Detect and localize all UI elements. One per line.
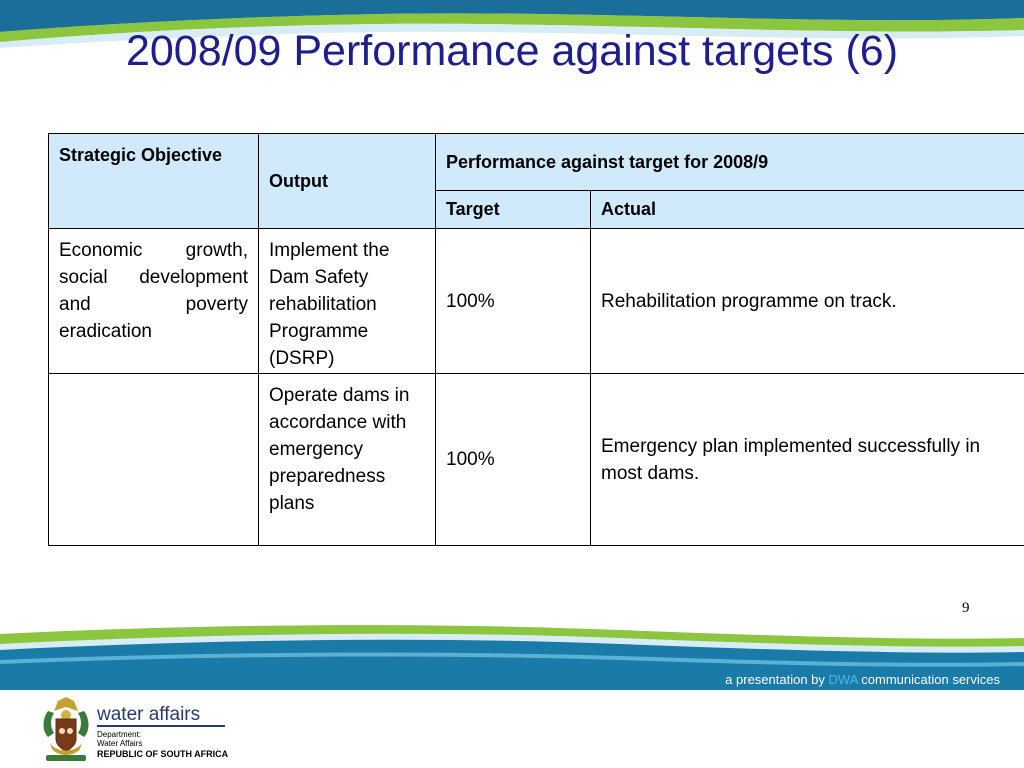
header-target: Target [435, 190, 591, 229]
logo-name: water affairs [97, 705, 225, 727]
cell-objective [48, 373, 259, 546]
bottom-wave-decoration [0, 625, 1024, 690]
table-row: Operate dams in accordance with emergenc… [48, 373, 1024, 546]
header-actual: Actual [589, 190, 1024, 229]
cell-target: 100% [435, 373, 591, 546]
credit-suffix: communication services [857, 672, 1000, 687]
page-number: 9 [962, 600, 970, 616]
cell-output: Operate dams in accordance with emergenc… [258, 373, 436, 546]
coat-of-arms-icon [43, 697, 89, 761]
header-output: Output [258, 133, 436, 229]
cell-actual: Emergency plan implemented successfully … [589, 373, 1024, 546]
cell-target: 100% [435, 228, 591, 374]
performance-table: Strategic Objective Output Performance a… [48, 133, 1024, 546]
cell-objective: Economic growth, social development and … [48, 228, 259, 374]
credit-brand: DWA [828, 672, 858, 687]
department-label: Department: Water Affairs [97, 730, 142, 748]
header-performance: Performance against target for 2008/9 [434, 133, 1024, 191]
header-strategic-objective: Strategic Objective [48, 133, 259, 229]
country-label: REPUBLIC OF SOUTH AFRICA [97, 749, 229, 759]
slide-title: 2008/09 Performance against targets (6) [125, 27, 899, 75]
department-line1: Department: [97, 730, 142, 739]
cell-actual: Rehabilitation programme on track. [589, 228, 1024, 374]
presentation-credit: a presentation by DWA communication serv… [725, 672, 1000, 687]
cell-output: Implement the Dam Safety rehabilitation … [258, 228, 436, 374]
credit-prefix: a presentation by [725, 672, 829, 687]
top-wave-decoration [0, 0, 1024, 48]
table-row: Economic growth, social development and … [48, 228, 1024, 374]
department-line2: Water Affairs [97, 739, 143, 748]
